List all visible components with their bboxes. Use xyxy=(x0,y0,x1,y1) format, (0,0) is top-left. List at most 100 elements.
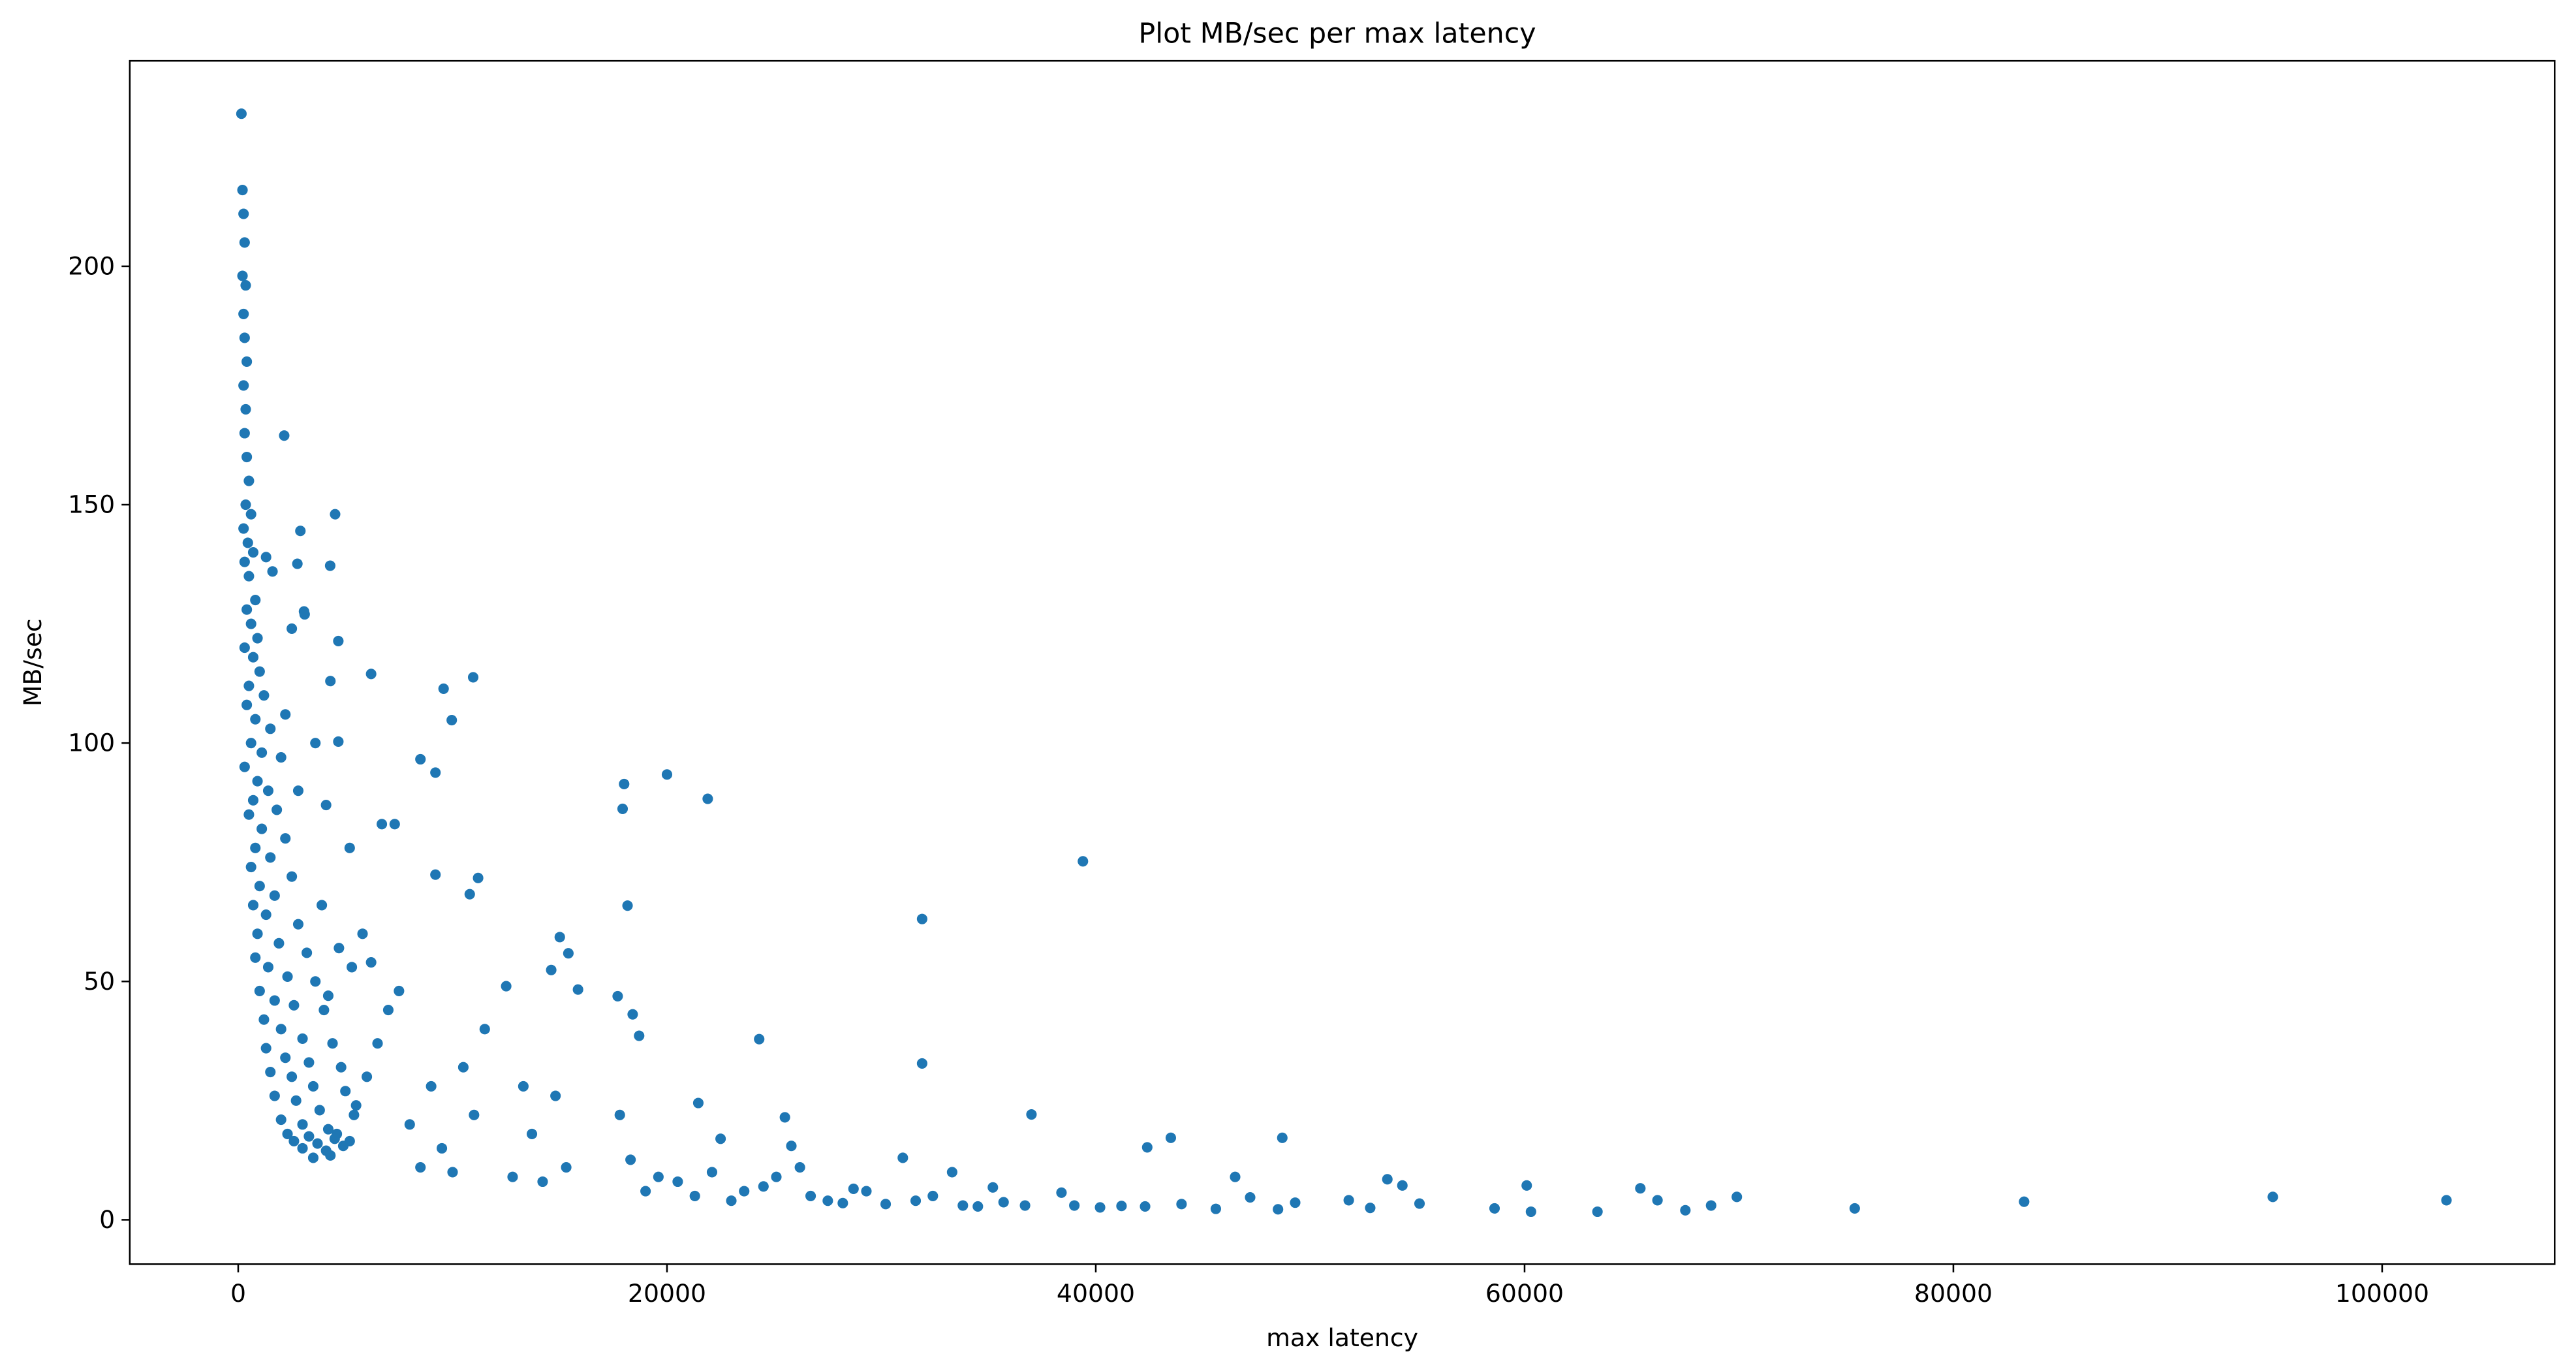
point xyxy=(279,430,290,441)
point xyxy=(554,932,565,943)
point xyxy=(1210,1203,1221,1214)
point xyxy=(1525,1206,1536,1218)
point xyxy=(238,523,249,534)
point xyxy=(332,1128,343,1140)
x-tick-label: 100000 xyxy=(2335,1279,2429,1308)
point xyxy=(288,1135,300,1146)
point xyxy=(292,558,303,569)
point xyxy=(501,981,512,992)
point xyxy=(302,947,313,958)
point xyxy=(243,475,255,486)
point xyxy=(297,1142,308,1154)
point xyxy=(377,819,388,830)
point xyxy=(242,537,253,548)
point xyxy=(430,767,441,778)
point xyxy=(897,1152,908,1163)
x-axis-label: max latency xyxy=(1266,1323,1418,1352)
point xyxy=(240,280,251,291)
point xyxy=(269,995,280,1006)
point xyxy=(325,676,336,687)
point xyxy=(927,1190,939,1201)
point xyxy=(312,1138,323,1149)
point xyxy=(458,1062,469,1073)
point xyxy=(247,795,259,806)
point xyxy=(237,270,248,281)
point xyxy=(243,571,255,582)
point xyxy=(715,1133,726,1144)
y-tick-label: 50 xyxy=(84,967,115,996)
point xyxy=(245,738,256,749)
point xyxy=(754,1033,765,1045)
point xyxy=(614,1109,625,1120)
point xyxy=(1397,1180,1408,1191)
point xyxy=(622,900,633,911)
point xyxy=(692,1097,704,1109)
point xyxy=(310,738,321,749)
point xyxy=(1078,856,1089,867)
point xyxy=(467,672,479,683)
point xyxy=(260,1043,272,1054)
x-tick-label: 40000 xyxy=(1057,1279,1135,1308)
point xyxy=(1140,1201,1151,1212)
point xyxy=(334,943,345,954)
point xyxy=(415,753,426,765)
point xyxy=(507,1171,518,1182)
point xyxy=(537,1176,548,1188)
point xyxy=(247,900,259,911)
point xyxy=(280,833,291,844)
point xyxy=(661,769,673,780)
point xyxy=(310,976,321,987)
point xyxy=(1382,1174,1393,1185)
point xyxy=(250,842,261,853)
point xyxy=(822,1195,833,1206)
point xyxy=(282,971,293,983)
point xyxy=(415,1162,426,1173)
point xyxy=(267,566,278,577)
point xyxy=(1489,1203,1500,1214)
point xyxy=(254,985,265,996)
point xyxy=(317,900,328,911)
point xyxy=(275,1024,287,1035)
point xyxy=(1343,1195,1354,1206)
point xyxy=(239,237,250,248)
y-tick-label: 0 xyxy=(99,1205,115,1234)
point xyxy=(265,852,276,863)
point xyxy=(438,683,449,694)
point xyxy=(250,952,261,963)
plot-frame xyxy=(129,59,2556,1265)
point xyxy=(880,1199,892,1210)
point xyxy=(1365,1203,1376,1214)
point xyxy=(1026,1109,1037,1120)
point xyxy=(365,957,377,968)
point xyxy=(292,785,304,796)
point xyxy=(916,913,927,924)
point xyxy=(254,881,265,892)
point xyxy=(464,889,475,900)
point xyxy=(1176,1199,1187,1210)
point xyxy=(805,1190,816,1201)
point xyxy=(653,1171,664,1182)
point xyxy=(1019,1200,1031,1211)
point xyxy=(250,714,261,725)
point xyxy=(307,1152,319,1163)
point xyxy=(262,962,274,973)
y-tick-label: 150 xyxy=(68,490,115,519)
point xyxy=(786,1141,797,1152)
point xyxy=(617,803,628,814)
point xyxy=(389,819,400,830)
point xyxy=(335,1062,347,1073)
point xyxy=(245,861,256,873)
point xyxy=(1849,1203,1860,1214)
point xyxy=(239,556,250,567)
point xyxy=(447,1167,458,1178)
point xyxy=(563,948,574,959)
point xyxy=(318,1005,330,1016)
point xyxy=(1165,1132,1177,1143)
point xyxy=(298,606,309,617)
point xyxy=(479,1024,490,1035)
point xyxy=(430,869,441,880)
point xyxy=(518,1080,529,1092)
point xyxy=(238,308,249,319)
point xyxy=(260,552,272,563)
